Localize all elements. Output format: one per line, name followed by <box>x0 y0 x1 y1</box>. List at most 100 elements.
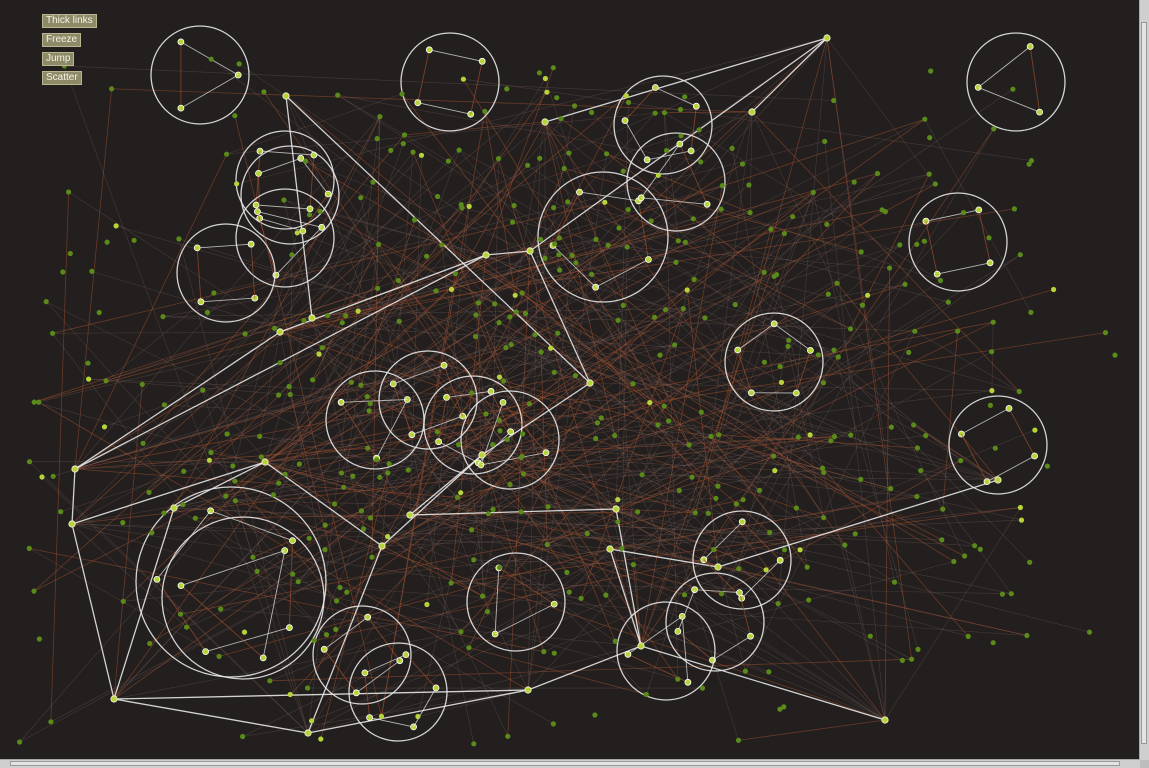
vertical-scroll-thumb[interactable] <box>1141 22 1147 744</box>
graph-node <box>305 685 311 691</box>
graph-node <box>310 377 316 383</box>
graph-link <box>460 173 878 633</box>
graph-node <box>682 239 689 245</box>
graph-link <box>104 208 722 428</box>
graph-node <box>374 457 380 463</box>
graph-node <box>678 133 684 139</box>
graph-link <box>163 185 723 514</box>
cluster-node <box>320 645 328 653</box>
graph-node <box>647 400 653 406</box>
scatter-button[interactable]: Scatter <box>42 71 82 85</box>
graph-link <box>826 37 936 185</box>
graph-link <box>307 322 500 689</box>
horizontal-scroll-thumb[interactable] <box>10 761 1120 766</box>
graph-link <box>38 401 529 691</box>
graph-link <box>409 514 722 595</box>
cluster-link <box>446 390 492 398</box>
cluster-ring <box>665 572 765 672</box>
graph-node <box>509 219 516 225</box>
cluster-link <box>624 120 648 161</box>
graph-node <box>519 290 525 296</box>
graph-node <box>572 103 578 109</box>
graph-node <box>732 302 738 308</box>
graph-node <box>454 494 461 500</box>
graph-link <box>833 350 919 650</box>
graph-link <box>534 173 930 335</box>
vertical-scrollbar[interactable] <box>1139 0 1149 760</box>
graph-node <box>655 172 661 178</box>
freeze-button[interactable]: Freeze <box>42 33 82 47</box>
graph-link <box>148 95 627 493</box>
jump-button[interactable]: Jump <box>42 52 75 66</box>
graph-link <box>527 153 607 691</box>
graph-node <box>541 649 547 655</box>
graph-node <box>317 208 323 214</box>
graph-node <box>569 252 575 259</box>
cluster-node <box>193 244 201 252</box>
graph-node <box>932 181 938 187</box>
graph-node <box>926 171 932 177</box>
graph-node <box>331 501 338 507</box>
graph-node <box>388 147 394 153</box>
graph-node <box>261 89 267 95</box>
graph-link <box>412 151 616 642</box>
graph-link <box>541 351 851 436</box>
graph-node <box>711 547 717 553</box>
graph-node <box>1010 86 1016 92</box>
thick-links-button[interactable]: Thick links <box>42 14 97 28</box>
horizontal-scrollbar[interactable] <box>0 759 1140 768</box>
graph-link <box>178 238 634 385</box>
hub-node <box>748 108 756 116</box>
graph-node <box>497 564 503 571</box>
graph-node <box>867 633 873 639</box>
graph-link <box>458 183 936 445</box>
graph-node <box>358 382 364 388</box>
graph-node <box>386 461 392 467</box>
graph-node <box>316 351 322 357</box>
cluster-link <box>961 433 988 482</box>
strong-link <box>640 645 886 721</box>
graph-link <box>279 239 597 333</box>
graph-link <box>71 436 835 525</box>
graph-node <box>36 399 42 405</box>
graph-link <box>451 507 1021 584</box>
cluster-ring <box>312 605 412 705</box>
graph-link <box>478 302 483 597</box>
graph-link <box>180 499 744 615</box>
graph-link <box>71 523 462 633</box>
graph-node <box>208 56 214 62</box>
graph-node <box>511 202 517 209</box>
graph-link <box>787 346 824 518</box>
graph-link <box>604 201 851 330</box>
graph-link <box>409 434 851 516</box>
graph-link <box>557 333 598 424</box>
graph-link <box>71 523 582 599</box>
graph-node <box>223 493 229 499</box>
cluster-link <box>494 567 500 635</box>
graph-link <box>914 330 1020 392</box>
graph-link <box>991 322 994 391</box>
graph-node <box>698 409 704 415</box>
graph-node <box>672 342 678 348</box>
graph-link <box>605 406 665 596</box>
cluster-node <box>255 169 262 177</box>
graph-link <box>398 321 568 573</box>
graph-node <box>713 495 719 501</box>
cluster-node <box>748 389 755 397</box>
graph-node <box>460 76 466 82</box>
cluster-ring <box>966 32 1066 132</box>
graph-node <box>161 510 167 516</box>
graph-node <box>378 713 385 720</box>
graph-node <box>572 373 579 379</box>
graph-node <box>399 91 405 97</box>
graph-node <box>696 127 702 133</box>
cluster-node <box>425 46 433 54</box>
graph-link <box>458 444 607 596</box>
graph-link <box>482 595 529 691</box>
graph-node <box>681 592 688 598</box>
graph-node <box>551 205 557 211</box>
graph-node <box>578 595 584 602</box>
graph-link <box>71 239 597 525</box>
